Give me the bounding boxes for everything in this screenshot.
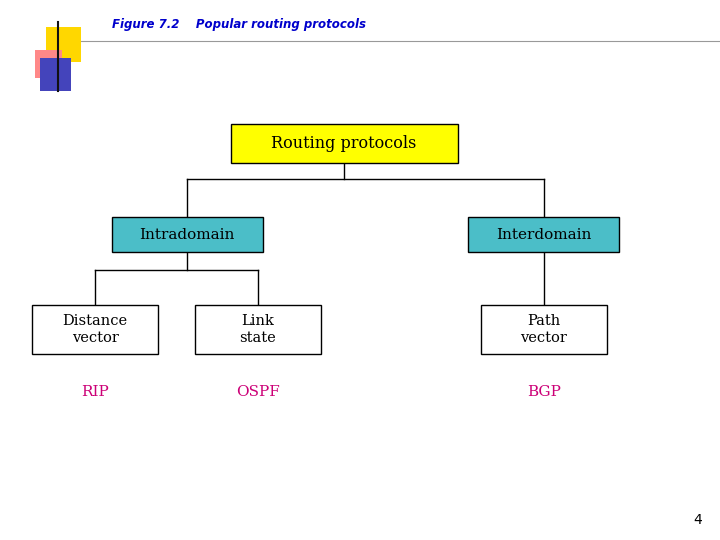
Text: OSPF: OSPF	[236, 384, 279, 399]
FancyBboxPatch shape	[194, 305, 321, 354]
Text: Intradomain: Intradomain	[140, 228, 235, 242]
Text: Routing protocols: Routing protocols	[271, 134, 417, 152]
FancyBboxPatch shape	[230, 124, 458, 163]
Text: Link
state: Link state	[239, 314, 276, 345]
Text: Path
vector: Path vector	[520, 314, 567, 345]
Text: Distance
vector: Distance vector	[63, 314, 127, 345]
Text: Figure 7.2    Popular routing protocols: Figure 7.2 Popular routing protocols	[112, 18, 366, 31]
Text: BGP: BGP	[526, 384, 561, 399]
Text: Interdomain: Interdomain	[496, 228, 591, 242]
FancyBboxPatch shape	[46, 27, 81, 62]
Text: 4: 4	[693, 512, 702, 526]
FancyBboxPatch shape	[468, 217, 619, 252]
Text: RIP: RIP	[81, 384, 109, 399]
FancyBboxPatch shape	[112, 217, 263, 252]
FancyBboxPatch shape	[35, 50, 62, 78]
FancyBboxPatch shape	[32, 305, 158, 354]
FancyBboxPatch shape	[40, 58, 71, 91]
FancyBboxPatch shape	[481, 305, 606, 354]
